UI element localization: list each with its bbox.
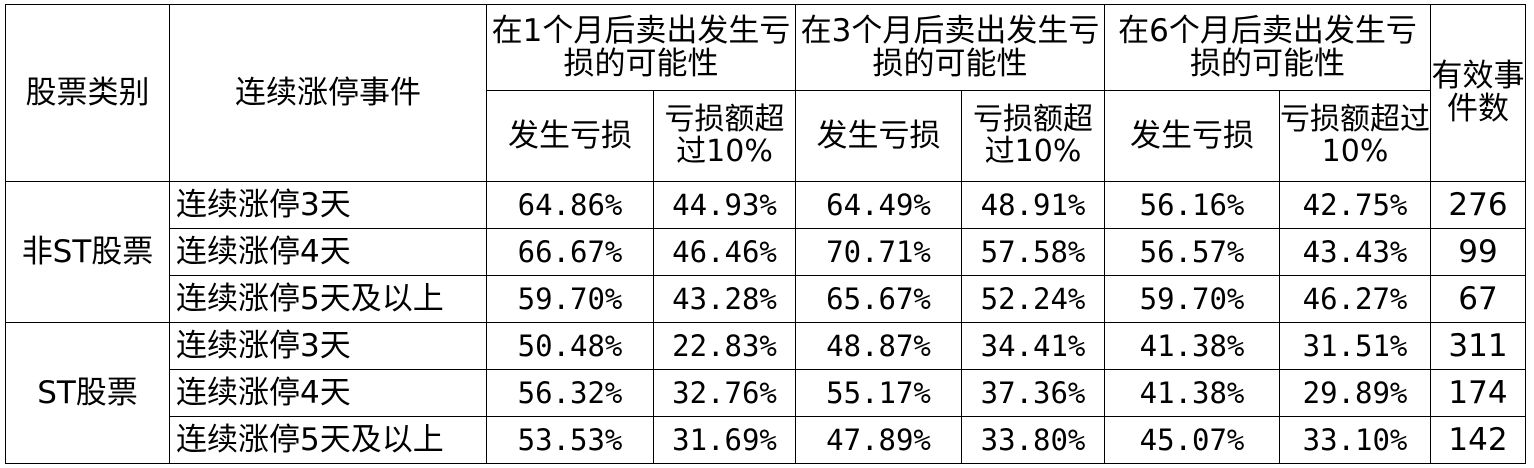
- m3-loss-cell: 70.71%: [795, 228, 962, 276]
- event-cell: 连续涨停4天: [169, 228, 487, 276]
- table-row: 连续涨停4天 66.67% 46.46% 70.71% 57.58% 56.57…: [6, 228, 1526, 276]
- m6-over-cell: 29.89%: [1279, 369, 1431, 417]
- count-cell: 67: [1430, 275, 1526, 323]
- m1-over-cell: 22.83%: [653, 322, 796, 370]
- m3-over-cell: 33.80%: [961, 416, 1105, 464]
- m6-loss-cell: 56.16%: [1104, 181, 1280, 229]
- m6-over-cell: 46.27%: [1279, 275, 1431, 323]
- table-row: 连续涨停5天及以上 53.53% 31.69% 47.89% 33.80% 45…: [6, 416, 1526, 464]
- m3-over-cell: 57.58%: [961, 228, 1105, 276]
- count-cell: 174: [1430, 369, 1526, 417]
- subheader-over10: 亏损额超过10%: [1279, 90, 1431, 182]
- m1-loss-cell: 66.67%: [486, 228, 654, 276]
- m6-loss-cell: 56.57%: [1104, 228, 1280, 276]
- header-6-month: 在6个月后卖出发生亏损的可能性: [1104, 4, 1431, 91]
- header-category: 股票类别: [5, 4, 170, 182]
- event-cell: 连续涨停3天: [169, 181, 487, 229]
- m1-over-cell: 32.76%: [653, 369, 796, 417]
- m1-loss-cell: 53.53%: [486, 416, 654, 464]
- m3-over-cell: 34.41%: [961, 322, 1105, 370]
- m3-loss-cell: 64.49%: [795, 181, 962, 229]
- m1-over-cell: 31.69%: [653, 416, 796, 464]
- m1-over-cell: 44.93%: [653, 181, 796, 229]
- category-cell: 非ST股票: [5, 181, 170, 323]
- category-cell: ST股票: [5, 322, 170, 464]
- loss-probability-table: 股票类别 连续涨停事件 在1个月后卖出发生亏损的可能性 在3个月后卖出发生亏损的…: [5, 4, 1526, 464]
- table-row: 连续涨停5天及以上 59.70% 43.28% 65.67% 52.24% 59…: [6, 275, 1526, 323]
- count-cell: 99: [1430, 228, 1526, 276]
- event-cell: 连续涨停5天及以上: [169, 275, 487, 323]
- event-cell: 连续涨停5天及以上: [169, 416, 487, 464]
- m3-over-cell: 48.91%: [961, 181, 1105, 229]
- event-cell: 连续涨停4天: [169, 369, 487, 417]
- m6-over-cell: 42.75%: [1279, 181, 1431, 229]
- table-row: 连续涨停4天 56.32% 32.76% 55.17% 37.36% 41.38…: [6, 369, 1526, 417]
- header-1-month: 在1个月后卖出发生亏损的可能性: [486, 4, 796, 91]
- m6-over-cell: 33.10%: [1279, 416, 1431, 464]
- table-row: 非ST股票 连续涨停3天 64.86% 44.93% 64.49% 48.91%…: [5, 181, 1526, 323]
- m1-loss-cell: 50.48%: [486, 322, 654, 370]
- m3-loss-cell: 48.87%: [795, 322, 962, 370]
- header-valid-count: 有效事件数: [1430, 4, 1526, 182]
- m3-loss-cell: 65.67%: [795, 275, 962, 323]
- m1-loss-cell: 64.86%: [486, 181, 654, 229]
- header-event: 连续涨停事件: [169, 4, 487, 182]
- m6-loss-cell: 41.38%: [1104, 322, 1280, 370]
- event-cell: 连续涨停3天: [169, 322, 487, 370]
- m3-over-cell: 52.24%: [961, 275, 1105, 323]
- m6-loss-cell: 41.38%: [1104, 369, 1280, 417]
- m1-loss-cell: 59.70%: [486, 275, 654, 323]
- count-cell: 142: [1430, 416, 1526, 464]
- header-row-2: 发生亏损 亏损额超过10% 发生亏损 亏损额超过10% 发生亏损 亏损额超过10…: [6, 90, 1526, 182]
- subheader-loss: 发生亏损: [486, 90, 654, 182]
- header-3-month: 在3个月后卖出发生亏损的可能性: [795, 4, 1105, 91]
- count-cell: 276: [1430, 181, 1526, 229]
- count-cell: 311: [1430, 322, 1526, 370]
- header-row-1: 股票类别 连续涨停事件 在1个月后卖出发生亏损的可能性 在3个月后卖出发生亏损的…: [5, 4, 1526, 182]
- table-row: ST股票 连续涨停3天 50.48% 22.83% 48.87% 34.41% …: [5, 322, 1526, 464]
- m3-over-cell: 37.36%: [961, 369, 1105, 417]
- subheader-over10: 亏损额超过10%: [653, 90, 796, 182]
- subheader-loss: 发生亏损: [1104, 90, 1280, 182]
- m6-loss-cell: 45.07%: [1104, 416, 1280, 464]
- m1-over-cell: 43.28%: [653, 275, 796, 323]
- m6-loss-cell: 59.70%: [1104, 275, 1280, 323]
- m1-loss-cell: 56.32%: [486, 369, 654, 417]
- m6-over-cell: 43.43%: [1279, 228, 1431, 276]
- m3-loss-cell: 55.17%: [795, 369, 962, 417]
- subheader-loss: 发生亏损: [795, 90, 962, 182]
- m1-over-cell: 46.46%: [653, 228, 796, 276]
- subheader-over10: 亏损额超过10%: [961, 90, 1105, 182]
- m6-over-cell: 31.51%: [1279, 322, 1431, 370]
- m3-loss-cell: 47.89%: [795, 416, 962, 464]
